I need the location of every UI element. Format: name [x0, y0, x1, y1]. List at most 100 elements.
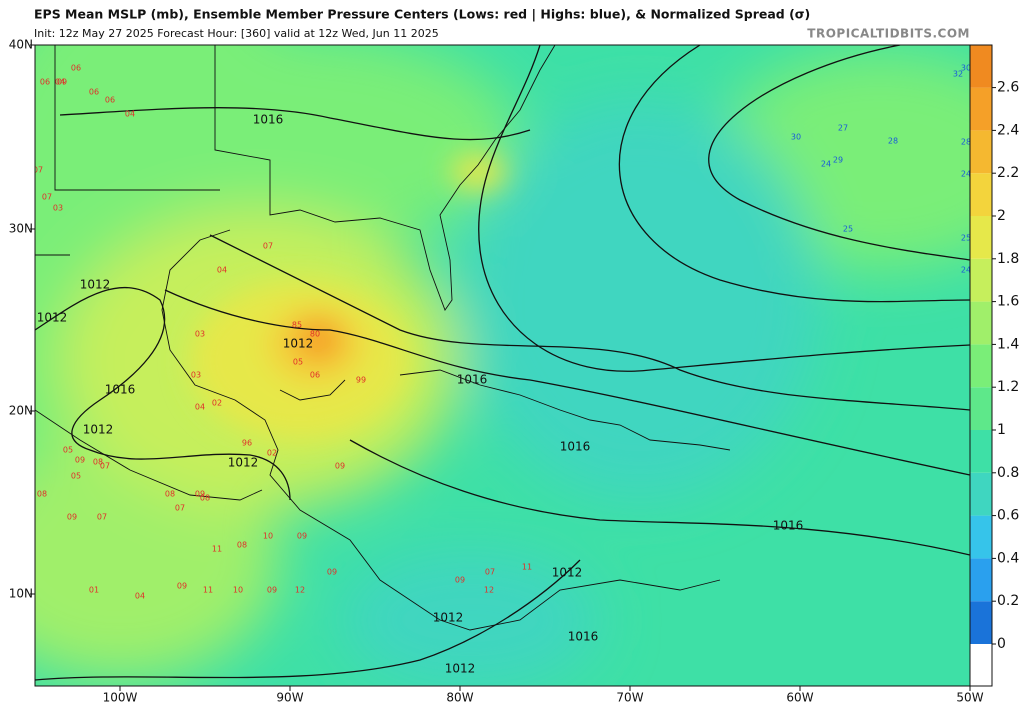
colorbar-band	[970, 344, 992, 388]
isobars	[35, 45, 970, 681]
isobar-label: 1012	[228, 456, 259, 470]
isobar-label: 1016	[773, 519, 804, 533]
high-center: 28	[961, 138, 971, 147]
high-center: 30	[961, 64, 971, 73]
isobar-label: 1012	[433, 611, 464, 625]
colorbar-band	[970, 558, 992, 602]
colorbar-frame	[969, 44, 993, 687]
spread-peak	[190, 154, 506, 440]
isobar-label: 1012	[445, 662, 476, 676]
lat-label: 30N	[9, 222, 33, 236]
axes: 40N 30N 20N 10N 100W 90W 80W 70W 60W 50W	[9, 38, 984, 705]
colorbar-label: 0	[997, 636, 1006, 652]
colorbar-band	[970, 258, 992, 302]
low-center: 07	[33, 166, 43, 175]
high-center: 24	[961, 170, 971, 179]
coastlines	[35, 45, 731, 631]
high-center: 25	[843, 225, 853, 234]
low-center: 06	[40, 78, 50, 87]
colorbar-band	[970, 601, 992, 644]
isobar-label: 1016	[253, 113, 284, 127]
colorbar-band	[970, 430, 992, 473]
colorbar-label: 2	[997, 208, 1006, 224]
low-center: 03	[191, 371, 201, 380]
low-center: 07	[97, 513, 107, 522]
colorbar-label: 2.4	[997, 122, 1019, 138]
low-center: 09	[67, 513, 77, 522]
isobar-label: 1012	[37, 311, 68, 325]
low-center: 06	[89, 88, 99, 97]
isobar-label: 1016	[105, 383, 136, 397]
low-center: 02	[212, 399, 222, 408]
low-center: 07	[175, 504, 185, 513]
low-center: 07	[42, 193, 52, 202]
colorbar-band	[970, 301, 992, 345]
isobar-label: 1012	[283, 337, 314, 351]
low-center: 80	[310, 330, 320, 339]
isobar-label: 1016	[457, 373, 488, 387]
colorbar-band	[970, 387, 992, 430]
low-center: 09	[177, 582, 187, 591]
low-center: 07	[485, 568, 495, 577]
high-center: 29	[833, 156, 843, 165]
low-center: 11	[203, 586, 213, 595]
colorbar-label: 2.2	[997, 165, 1019, 181]
isobar-labels: 1016101210121012101610121012101610161016…	[37, 113, 804, 676]
lon-label: 80W	[446, 691, 473, 705]
colorbar-label: 0.8	[997, 465, 1019, 481]
low-center: 12	[295, 586, 305, 595]
high-center: 24	[821, 160, 831, 169]
low-center: 10	[233, 586, 243, 595]
colorbar-band	[970, 45, 992, 88]
colorbar-below	[970, 644, 992, 686]
low-center: 04	[217, 266, 227, 275]
lon-label: 90W	[276, 691, 303, 705]
low-center: 99	[356, 376, 366, 385]
low-center: 09	[75, 456, 85, 465]
lat-label: 20N	[9, 404, 33, 418]
low-center: 09	[267, 586, 277, 595]
low-center: 08	[200, 494, 210, 503]
colorbar-band	[970, 515, 992, 559]
lon-label: 60W	[786, 691, 813, 705]
low-center: 08	[165, 490, 175, 499]
low-center: 07	[263, 242, 273, 251]
high-center: 25	[961, 234, 971, 243]
low-center: 85	[292, 321, 302, 330]
low-center: 06	[310, 371, 320, 380]
low-center: 09	[57, 78, 67, 87]
subtitle: Init: 12z May 27 2025 Forecast Hour: [36…	[34, 27, 439, 40]
high-center: 28	[888, 137, 898, 146]
colorbar-label: 1.8	[997, 251, 1019, 267]
colorbar-label: 0.2	[997, 593, 1019, 609]
lat-label: 40N	[9, 38, 33, 52]
lon-label: 50W	[956, 691, 983, 705]
low-center: 08	[93, 458, 103, 467]
low-center: 09	[455, 576, 465, 585]
low-center: 09	[327, 568, 337, 577]
low-center: 10	[263, 532, 273, 541]
low-center: 12	[484, 586, 494, 595]
low-center: 08	[37, 490, 47, 499]
isobar-label: 1016	[568, 630, 599, 644]
low-center: 11	[522, 563, 532, 572]
low-center: 09	[335, 462, 345, 471]
low-center: 04	[125, 110, 135, 119]
colorbar-label: 1.6	[997, 294, 1019, 310]
lat-label: 10N	[9, 587, 33, 601]
colorbar-label: 0.6	[997, 508, 1019, 524]
credit: TROPICALTIDBITS.COM	[807, 27, 970, 41]
low-center: 08	[237, 541, 247, 550]
low-center: 03	[195, 330, 205, 339]
colorbar-label: 2.6	[997, 80, 1019, 96]
low-center: 96	[242, 439, 252, 448]
low-center: 11	[212, 545, 222, 554]
high-center: 24	[961, 266, 971, 275]
colorbar-label: 0.4	[997, 550, 1019, 566]
high-center: 30	[791, 133, 801, 142]
title: EPS Mean MSLP (mb), Ensemble Member Pres…	[34, 7, 810, 22]
isobar-label: 1016	[560, 440, 591, 454]
colorbar-band	[970, 216, 992, 259]
low-center: 04	[135, 592, 145, 601]
low-center: 02	[267, 449, 277, 458]
